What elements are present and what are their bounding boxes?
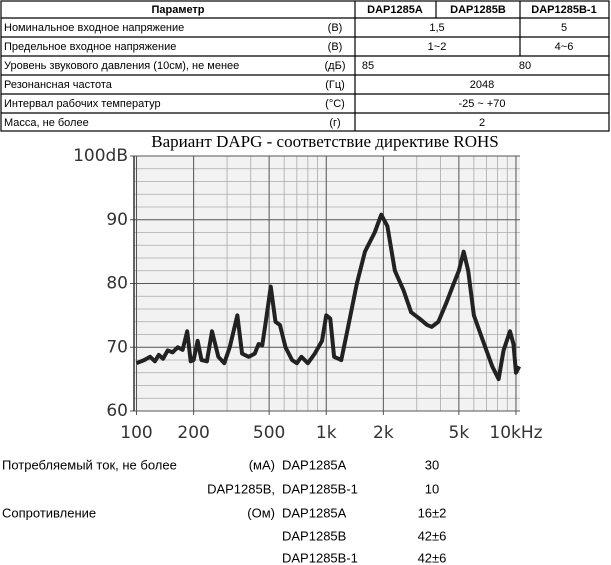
cell: 2048 xyxy=(470,79,494,91)
param-name: Масса, не более xyxy=(4,117,89,129)
param-name: Уровень звукового давления (10см), не ме… xyxy=(4,60,239,72)
spec-unit: (мА) xyxy=(249,457,275,472)
spec-value: 30 xyxy=(425,457,439,472)
header-cell: DAP1285B-1 xyxy=(531,4,596,16)
x-tick-label: 5k xyxy=(449,423,470,443)
cell: 1~2 xyxy=(428,41,447,53)
param-name: Интервал рабочих температур xyxy=(4,98,161,110)
unit: (дБ) xyxy=(325,60,346,72)
unit: (°C) xyxy=(325,98,345,110)
header-cell: DAP1285B xyxy=(450,4,506,16)
x-tick-label: 500 xyxy=(253,423,285,443)
cell: 2 xyxy=(479,117,485,129)
cell: 85 xyxy=(362,60,374,72)
spec-value: 10 xyxy=(425,481,439,496)
x-tick-label: 10kHz xyxy=(489,423,542,443)
header-cell: Параметр xyxy=(151,4,204,16)
spec-model: DAP1285B, xyxy=(207,481,275,496)
spec-model: DAP1285A xyxy=(282,457,347,472)
spec-value: 42±6 xyxy=(418,550,447,565)
y-tick-label: 100dB xyxy=(73,146,128,166)
spec-table: Параметр DAP1285A DAP1285B DAP1285B-1 Но… xyxy=(0,0,610,132)
spec-value: 16±2 xyxy=(418,505,447,520)
y-tick-label: 70 xyxy=(106,337,128,357)
response-line xyxy=(135,212,521,382)
unit: (Гц) xyxy=(325,79,345,91)
param-name: Предельное входное напряжение xyxy=(4,41,176,53)
spec-model: DAP1285B xyxy=(282,528,346,543)
param-name: Номинальное входное напряжение xyxy=(4,22,184,34)
y-tick-label: 80 xyxy=(106,274,128,294)
unit: (г) xyxy=(329,117,340,129)
specs: Потребляемый ток, не более (мА) DAP1285A… xyxy=(2,457,446,565)
header-cell: DAP1285A xyxy=(367,4,423,16)
y-tick-label: 90 xyxy=(106,210,128,230)
unit: (В) xyxy=(328,41,343,53)
cell: 1,5 xyxy=(429,22,444,34)
cell: 80 xyxy=(519,60,531,72)
param-name: Резонансная частота xyxy=(4,79,113,91)
unit: (В) xyxy=(328,22,343,34)
spec-label: Сопротивление xyxy=(2,505,96,520)
x-tick-label: 1k xyxy=(316,423,337,443)
cell: 5 xyxy=(561,22,567,34)
chart-title: Вариант DAPG - соответствие директиве RO… xyxy=(151,132,498,151)
spec-label: Потребляемый ток, не более xyxy=(2,457,177,472)
spec-model: DAP1285B-1 xyxy=(282,550,358,565)
spec-model: DAP1285A xyxy=(282,505,347,520)
x-tick-label: 2k xyxy=(373,423,394,443)
chart: 60 70 80 90 100dB 100 200 500 1k 2k 5k 10kHz xyxy=(73,146,543,443)
spec-model: DAP1285B-1 xyxy=(282,481,358,496)
spec-value: 42±6 xyxy=(418,528,447,543)
cell: 4~6 xyxy=(555,41,574,53)
x-tick-label: 100 xyxy=(120,423,152,443)
table-border xyxy=(0,0,610,132)
y-tick-label: 60 xyxy=(106,401,128,421)
cell: -25 ~ +70 xyxy=(458,98,505,110)
x-tick-label: 200 xyxy=(177,423,209,443)
spec-unit: (Ом) xyxy=(247,505,275,520)
